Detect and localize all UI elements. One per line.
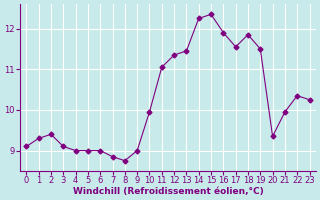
- X-axis label: Windchill (Refroidissement éolien,°C): Windchill (Refroidissement éolien,°C): [73, 187, 263, 196]
